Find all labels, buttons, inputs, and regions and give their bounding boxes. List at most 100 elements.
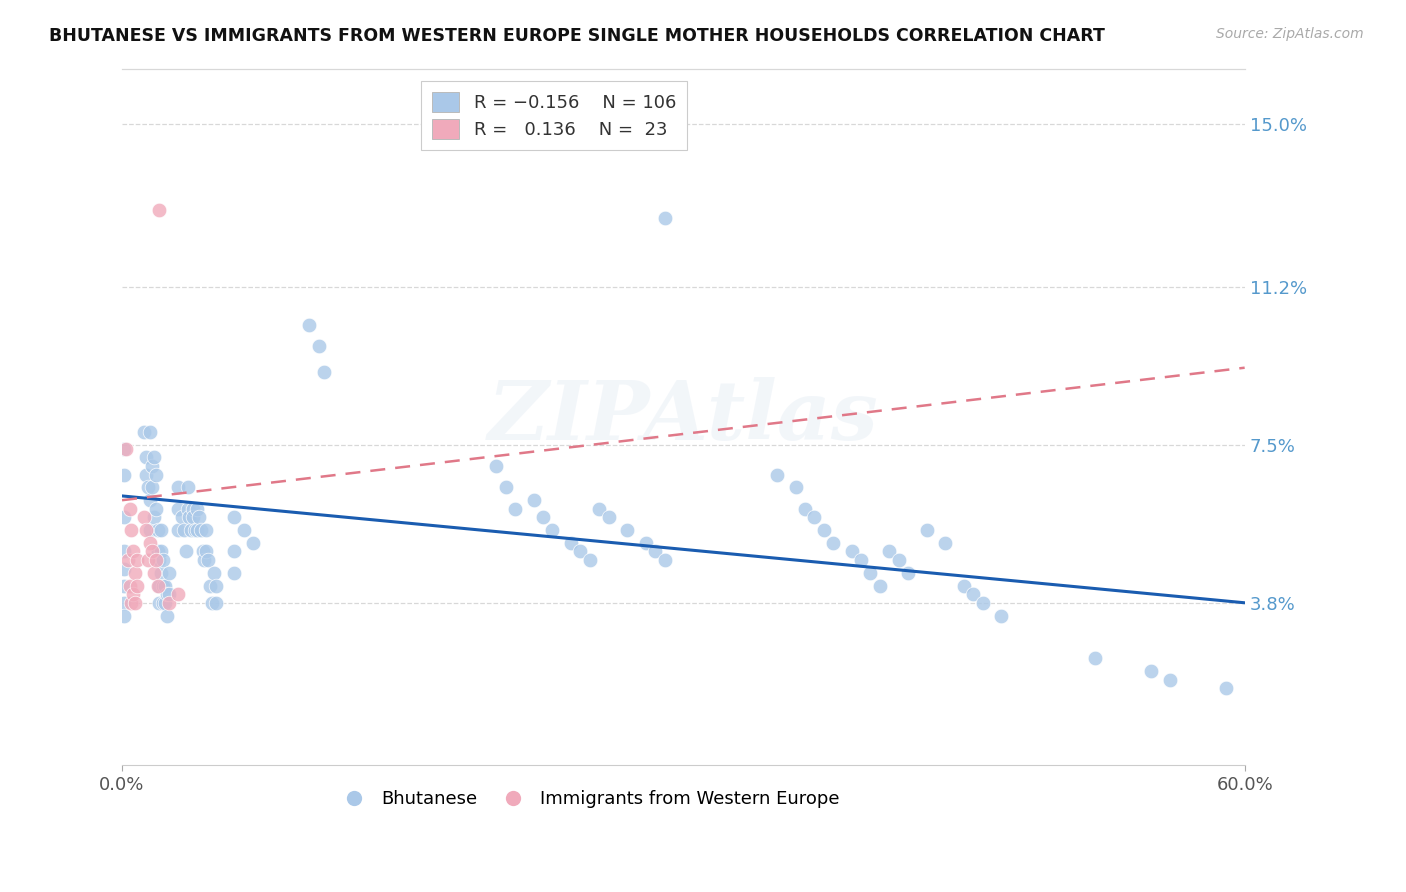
Point — [644, 544, 666, 558]
Point — [176, 501, 198, 516]
Point — [112, 467, 135, 482]
Point — [112, 579, 135, 593]
Point — [167, 480, 190, 494]
Text: Source: ZipAtlas.com: Source: ZipAtlas.com — [1216, 27, 1364, 41]
Text: BHUTANESE VS IMMIGRANTS FROM WESTERN EUROPE SINGLE MOTHER HOUSEHOLDS CORRELATION: BHUTANESE VS IMMIGRANTS FROM WESTERN EUR… — [49, 27, 1105, 45]
Point — [167, 523, 190, 537]
Point — [118, 501, 141, 516]
Point — [150, 566, 173, 580]
Point — [186, 523, 208, 537]
Point — [232, 523, 254, 537]
Point — [186, 501, 208, 516]
Point — [150, 544, 173, 558]
Point — [1159, 673, 1181, 687]
Point — [141, 544, 163, 558]
Point — [181, 510, 204, 524]
Point — [152, 579, 174, 593]
Point — [139, 425, 162, 439]
Point — [849, 553, 872, 567]
Point — [813, 523, 835, 537]
Point — [616, 523, 638, 537]
Point — [125, 579, 148, 593]
Point — [785, 480, 807, 494]
Point — [136, 480, 159, 494]
Point — [135, 467, 157, 482]
Point — [187, 510, 209, 524]
Point — [148, 579, 170, 593]
Point — [190, 523, 212, 537]
Point — [202, 566, 225, 580]
Point — [170, 510, 193, 524]
Point — [112, 544, 135, 558]
Point — [198, 579, 221, 593]
Point — [153, 596, 176, 610]
Point — [152, 553, 174, 567]
Point — [112, 596, 135, 610]
Point — [114, 442, 136, 456]
Point — [897, 566, 920, 580]
Point — [136, 553, 159, 567]
Point — [887, 553, 910, 567]
Point — [120, 523, 142, 537]
Point — [201, 596, 224, 610]
Point — [139, 493, 162, 508]
Point — [112, 608, 135, 623]
Point — [934, 536, 956, 550]
Point — [156, 608, 179, 623]
Point — [541, 523, 564, 537]
Point — [112, 510, 135, 524]
Point — [654, 553, 676, 567]
Point — [135, 450, 157, 465]
Point — [859, 566, 882, 580]
Text: ZIPAtlas: ZIPAtlas — [488, 376, 879, 457]
Point — [180, 523, 202, 537]
Point — [588, 501, 610, 516]
Point — [191, 544, 214, 558]
Point — [124, 566, 146, 580]
Point — [803, 510, 825, 524]
Point — [197, 553, 219, 567]
Point — [142, 566, 165, 580]
Point — [794, 501, 817, 516]
Point — [141, 480, 163, 494]
Point — [654, 211, 676, 226]
Point — [841, 544, 863, 558]
Point — [134, 425, 156, 439]
Point — [195, 544, 218, 558]
Point — [157, 587, 180, 601]
Point — [242, 536, 264, 550]
Point — [124, 596, 146, 610]
Point — [224, 544, 246, 558]
Point — [962, 587, 984, 601]
Point — [877, 544, 900, 558]
Point — [142, 450, 165, 465]
Point — [125, 553, 148, 567]
Point — [204, 579, 226, 593]
Point — [157, 566, 180, 580]
Point — [523, 493, 546, 508]
Point — [117, 553, 139, 567]
Point — [139, 523, 162, 537]
Point — [184, 523, 207, 537]
Point — [485, 458, 508, 473]
Point — [112, 561, 135, 575]
Point — [821, 536, 844, 550]
Point — [153, 579, 176, 593]
Point — [167, 501, 190, 516]
Point — [224, 510, 246, 524]
Point — [174, 544, 197, 558]
Point — [118, 579, 141, 593]
Point — [167, 587, 190, 601]
Point — [112, 442, 135, 456]
Point — [173, 523, 195, 537]
Point — [156, 587, 179, 601]
Point — [145, 501, 167, 516]
Point — [146, 579, 169, 593]
Point — [503, 501, 526, 516]
Point — [134, 510, 156, 524]
Point — [1215, 681, 1237, 696]
Point — [1084, 651, 1107, 665]
Point — [148, 202, 170, 217]
Point — [135, 523, 157, 537]
Point — [224, 566, 246, 580]
